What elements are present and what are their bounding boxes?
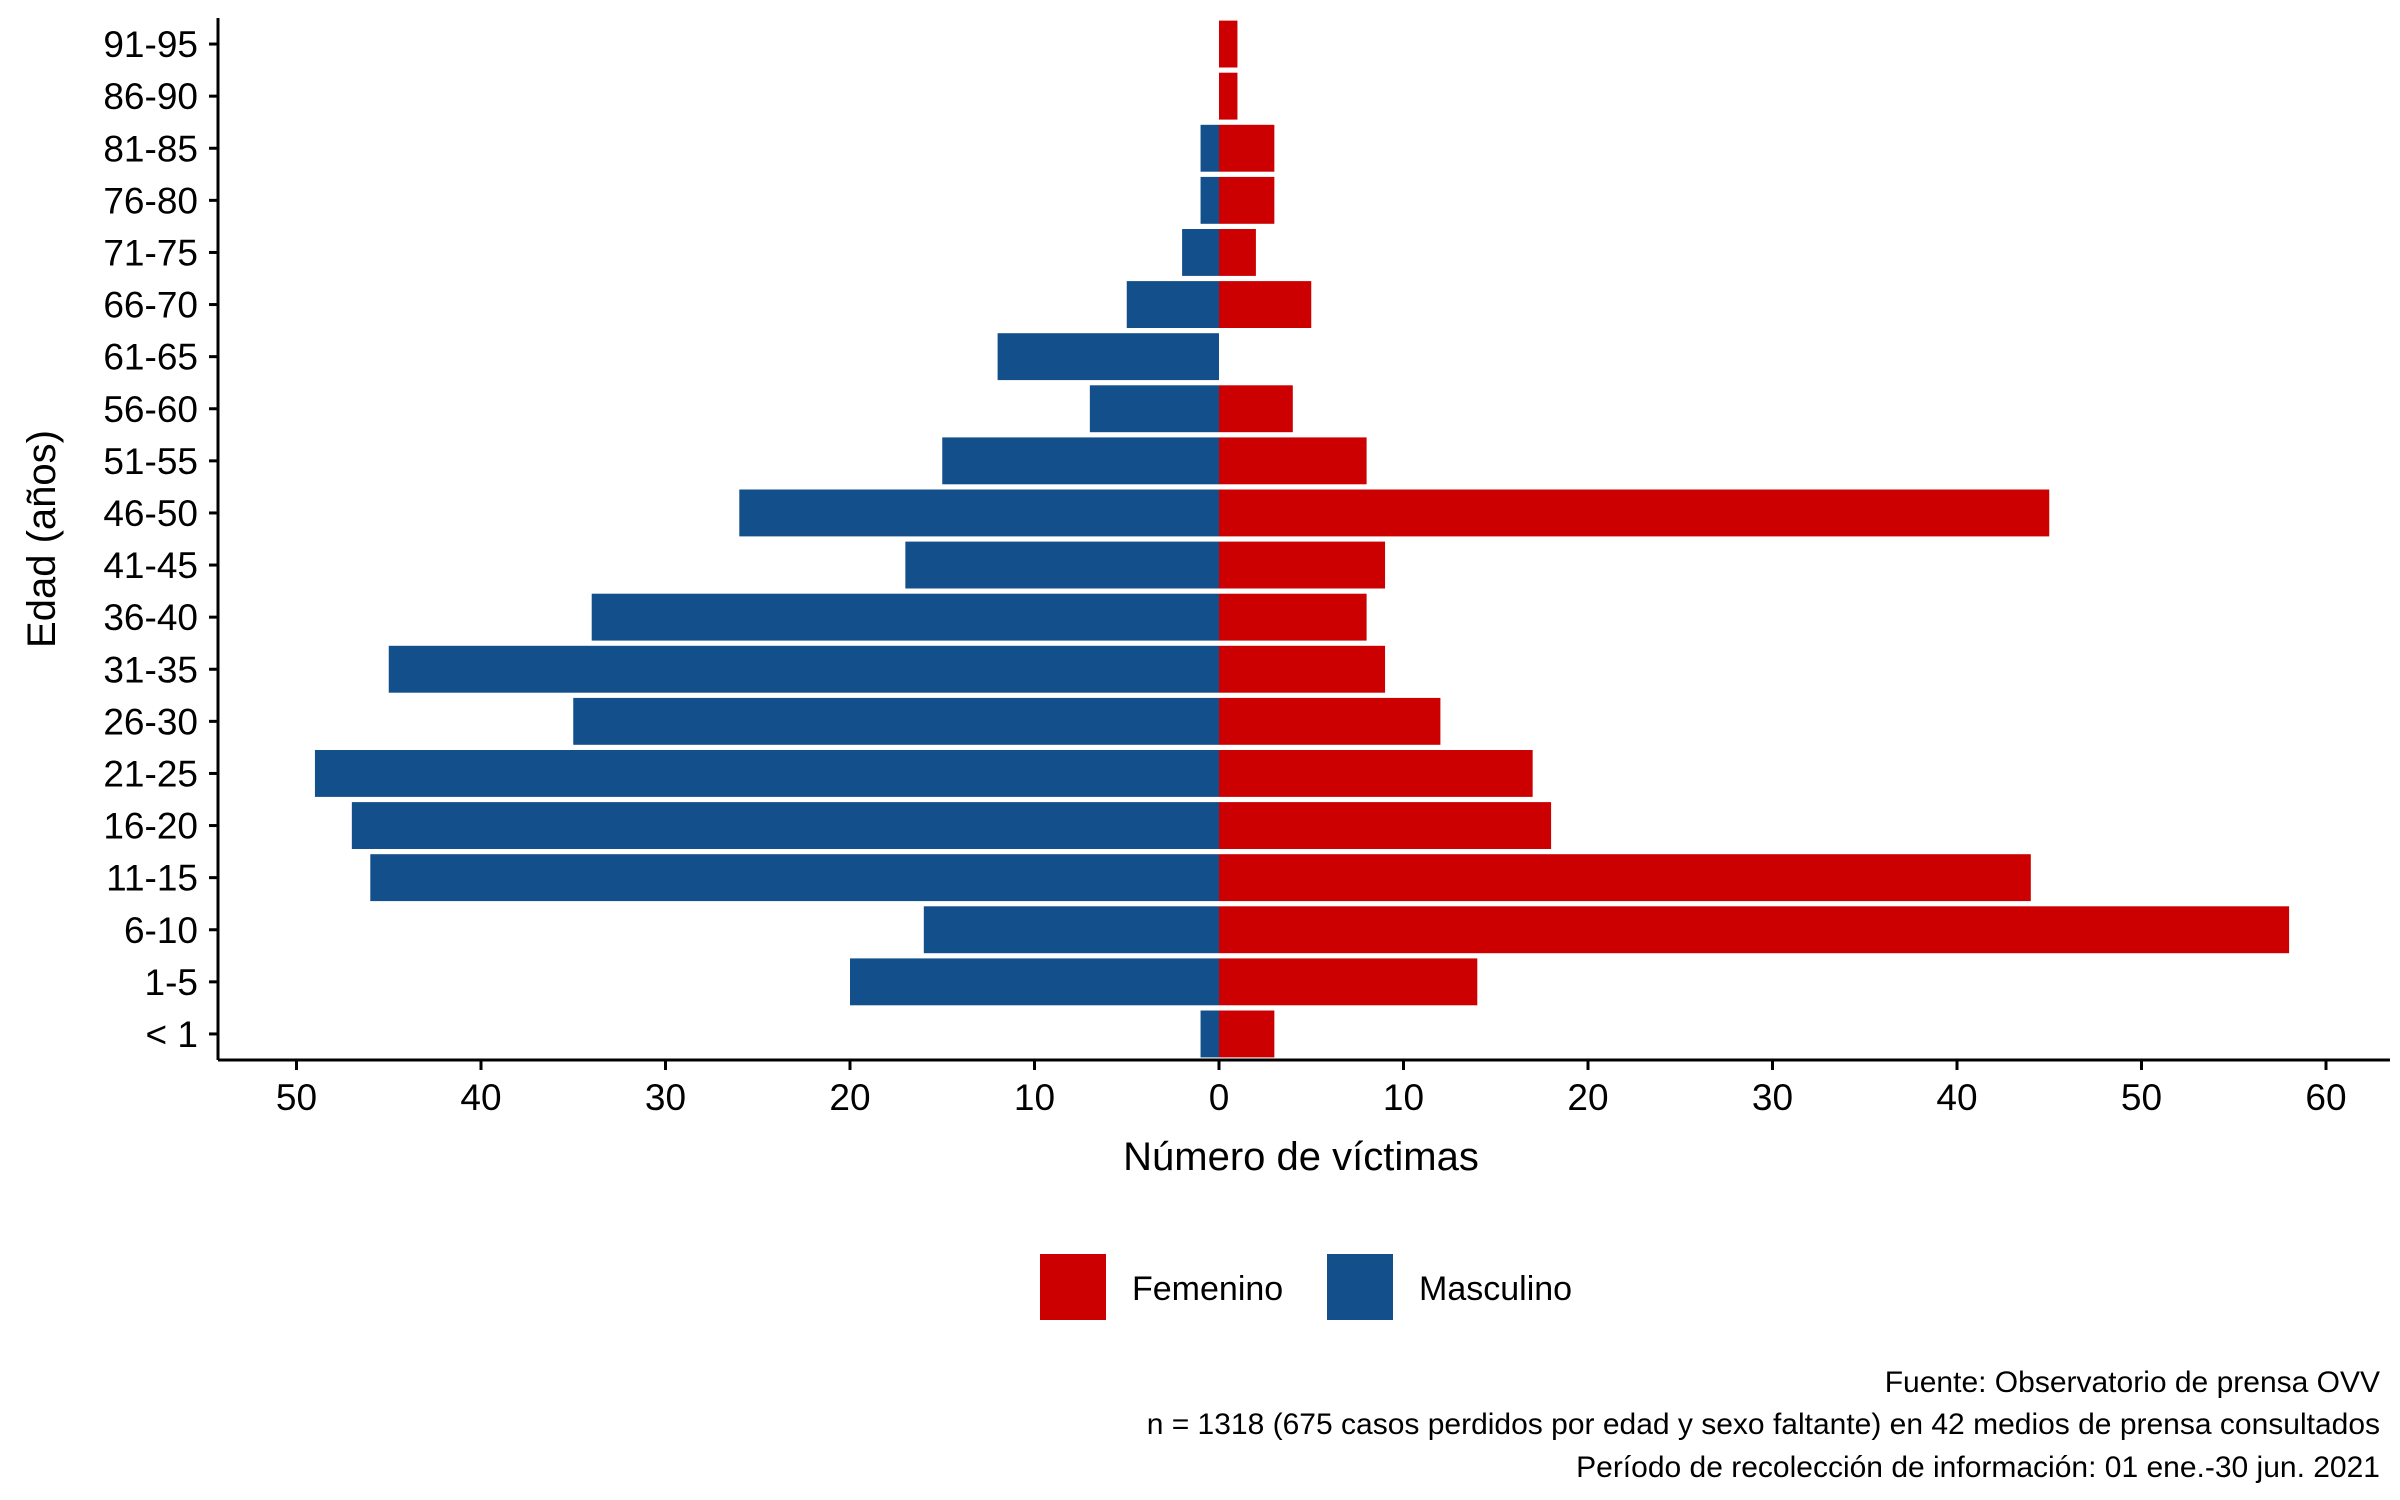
- bar-femenino-8185: [1219, 124, 1275, 172]
- bar-masculino-5660: [1089, 385, 1219, 433]
- y-tick-label: 71-75: [103, 232, 198, 273]
- y-tick-label: 56-60: [103, 389, 198, 430]
- bar-femenino-1: [1219, 1010, 1275, 1058]
- axes-layer: [216, 18, 2390, 1062]
- x-tick-label: 50: [2121, 1077, 2162, 1118]
- bar-masculino-1115: [370, 854, 1219, 902]
- x-tick-label: 20: [829, 1077, 870, 1118]
- caption-sample: n = 1318 (675 casos perdidos por edad y …: [1147, 1408, 2380, 1441]
- y-tick-label: 46-50: [103, 493, 198, 534]
- x-tick-label: 30: [645, 1077, 686, 1118]
- y-tick-label: 31-35: [103, 649, 198, 690]
- y-tick-label: 61-65: [103, 337, 198, 378]
- x-tick-label: 40: [1936, 1077, 1977, 1118]
- y-tick-label: 21-25: [103, 753, 198, 794]
- bar-masculino-8185: [1200, 124, 1219, 172]
- bar-masculino-3135: [388, 645, 1219, 693]
- y-tick-label: 6-10: [124, 910, 198, 951]
- x-tick-label: 20: [1567, 1077, 1608, 1118]
- bar-masculino-4145: [905, 541, 1219, 589]
- bar-femenino-7175: [1219, 229, 1256, 276]
- y-tick-label: < 1: [146, 1014, 198, 1055]
- y-tick-label: 36-40: [103, 597, 198, 638]
- y-tick-label: 1-5: [145, 962, 198, 1003]
- bar-femenino-6670: [1219, 281, 1312, 328]
- x-axis-title: Número de víctimas: [1123, 1135, 1479, 1179]
- bar-masculino-1620: [351, 802, 1220, 849]
- bar-masculino-1: [1200, 1010, 1219, 1058]
- bar-masculino-7680: [1200, 176, 1219, 224]
- bar-femenino-5155: [1219, 437, 1367, 485]
- bar-femenino-2630: [1219, 697, 1441, 745]
- bar-masculino-5155: [942, 437, 1219, 485]
- caption-period: Período de recolección de información: 0…: [1576, 1451, 2380, 1484]
- x-tick-label: 50: [276, 1077, 317, 1118]
- caption-source: Fuente: Observatorio de prensa OVV: [1885, 1366, 2380, 1399]
- x-tick-label: 10: [1014, 1077, 1055, 1118]
- legend-swatch-femenino: [1040, 1254, 1106, 1320]
- bar-masculino-7175: [1182, 229, 1219, 276]
- x-tick-label: 0: [1209, 1077, 1230, 1118]
- bar-femenino-2125: [1219, 750, 1533, 797]
- bar-masculino-6670: [1126, 281, 1219, 328]
- bar-masculino-6165: [997, 333, 1219, 381]
- x-tick-label: 30: [1752, 1077, 1793, 1118]
- y-tick-label: 51-55: [103, 441, 198, 482]
- y-tick-label: 66-70: [103, 285, 198, 326]
- bar-masculino-2125: [314, 750, 1219, 797]
- y-tick-label: 91-95: [103, 24, 198, 65]
- legend: Femenino Masculino: [1040, 1254, 1572, 1320]
- y-axis-title: Edad (años): [20, 430, 64, 648]
- bar-femenino-1620: [1219, 802, 1552, 849]
- bar-femenino-7680: [1219, 176, 1275, 224]
- y-ticks: < 1 1-5 6-10 11-15 16-20 21-25 26-30 31-35 36-40…: [103, 24, 218, 1055]
- bar-masculino-4650: [739, 489, 1219, 537]
- legend-label-masculino: Masculino: [1419, 1270, 1572, 1308]
- bar-femenino-5660: [1219, 385, 1293, 433]
- x-tick-label: 40: [460, 1077, 501, 1118]
- bar-femenino-3135: [1219, 645, 1386, 693]
- x-tick-label: 60: [2305, 1077, 2346, 1118]
- caption: Fuente: Observatorio de prensa OVV n = 1…: [1147, 1366, 2380, 1484]
- bar-femenino-9195: [1219, 20, 1238, 68]
- bar-masculino-2630: [573, 697, 1219, 745]
- bars-layer: [314, 20, 2290, 1058]
- bar-masculino-3640: [591, 593, 1219, 641]
- bar-femenino-3640: [1219, 593, 1367, 641]
- bar-femenino-4650: [1219, 489, 2050, 537]
- y-tick-label: 81-85: [103, 128, 198, 169]
- y-tick-label: 16-20: [103, 806, 198, 847]
- bar-femenino-8690: [1219, 72, 1238, 120]
- x-ticks: 50 40 30 20 10 0 10 20 30 40 50 60: [276, 1060, 2347, 1118]
- y-tick-label: 76-80: [103, 180, 198, 221]
- bar-femenino-4145: [1219, 541, 1386, 589]
- bar-masculino-15: [850, 958, 1219, 1006]
- y-tick-label: 86-90: [103, 76, 198, 117]
- legend-label-femenino: Femenino: [1132, 1270, 1283, 1308]
- legend-swatch-masculino: [1327, 1254, 1393, 1320]
- y-tick-label: 11-15: [106, 858, 198, 899]
- bar-femenino-15: [1219, 958, 1478, 1006]
- bar-masculino-610: [923, 906, 1219, 954]
- y-tick-label: 26-30: [103, 701, 198, 742]
- bar-femenino-1115: [1219, 854, 2031, 902]
- bar-femenino-610: [1219, 906, 2290, 954]
- x-tick-label: 10: [1383, 1077, 1424, 1118]
- y-tick-label: 41-45: [103, 545, 198, 586]
